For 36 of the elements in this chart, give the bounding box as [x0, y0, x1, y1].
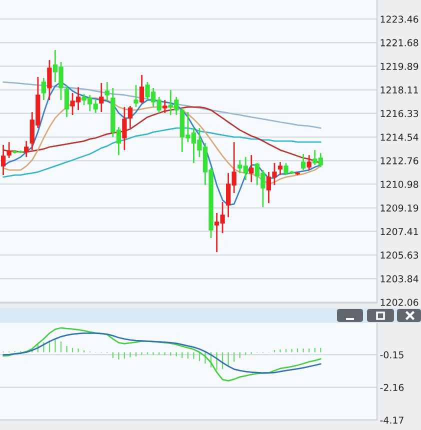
y-tick-label: 1210.98 — [380, 180, 418, 188]
candlestick — [24, 140, 29, 158]
y-tick-label: -4.17 — [380, 416, 404, 424]
candlestick — [122, 106, 127, 151]
candlestick — [306, 154, 312, 171]
y-tick-label: 1202.06 — [380, 298, 418, 306]
candlestick — [300, 153, 306, 171]
candlestick — [162, 99, 168, 114]
y-tick-label: 1218.11 — [380, 86, 418, 94]
line-series — [2, 327, 322, 382]
y-tick-label: 1203.84 — [380, 275, 418, 282]
y-tick-label: 1216.33 — [380, 110, 418, 118]
y-tick-label: 1207.41 — [380, 228, 418, 236]
candlestick — [47, 59, 52, 101]
y-tick-label: 1219.89 — [380, 62, 418, 70]
y-tick-label: 1212.76 — [380, 157, 418, 164]
candlestick — [128, 105, 133, 129]
candlestick — [278, 161, 283, 176]
candlestick — [104, 81, 110, 101]
y-tick-label: -2.16 — [380, 384, 404, 392]
y-tick-label: 1221.68 — [380, 39, 418, 46]
candlestick — [6, 141, 12, 159]
candlestick — [134, 84, 138, 108]
y-tick-label: 1214.54 — [380, 134, 418, 141]
candlestick — [64, 84, 70, 118]
candlestick — [41, 77, 46, 101]
line-series — [2, 332, 322, 374]
y-tick-label: 1205.63 — [380, 252, 418, 259]
line-series — [2, 127, 322, 178]
y-tick-label: -0.15 — [380, 351, 404, 358]
y-tick-label: 1209.19 — [380, 204, 418, 212]
candlestick — [0, 144, 6, 176]
y-tick-label: 1223.46 — [380, 16, 418, 23]
candlestick — [139, 74, 144, 104]
candlestick — [249, 154, 254, 183]
candlestick — [99, 82, 104, 113]
